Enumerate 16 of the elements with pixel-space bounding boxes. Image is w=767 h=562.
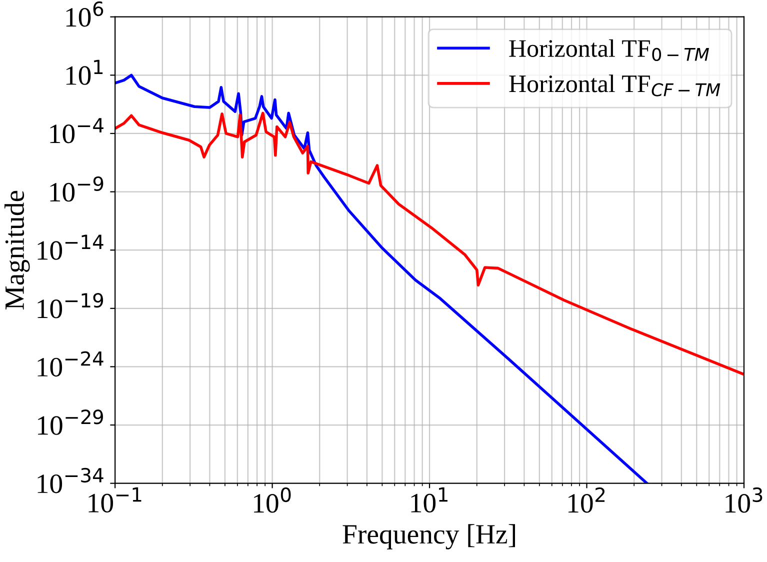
x-tick-label: 10$^{1}$ <box>411 487 448 512</box>
x-axis-title: Frequency [Hz] <box>342 524 515 550</box>
x-tick-label: 10$^{0}$ <box>254 487 291 513</box>
y-tick-label: 10$^{−14}$ <box>38 234 104 260</box>
y-tick-label: 10$^{−4}$ <box>50 118 104 144</box>
y-tick-label: 10$^{−9}$ <box>50 176 104 202</box>
x-tick-label: 10$^{3}$ <box>726 487 762 513</box>
y-tick-label: 10$^{−29}$ <box>38 410 103 435</box>
x-tick-label: 10$^{2}$ <box>568 487 605 513</box>
legend-label: Horizontal TF$_{0−TM}$ <box>509 39 709 62</box>
y-tick-label: 10$^{6}$ <box>66 1 104 27</box>
y-tick-label: 10$^{−24}$ <box>38 351 104 377</box>
y-axis-title: Magnitude <box>4 190 30 310</box>
y-tick-label: 10$^{1}$ <box>66 60 103 85</box>
legend-label: Horizontal TF$_{CF−TM}$ <box>509 74 720 96</box>
y-tick-label: 10$^{−19}$ <box>38 292 104 318</box>
